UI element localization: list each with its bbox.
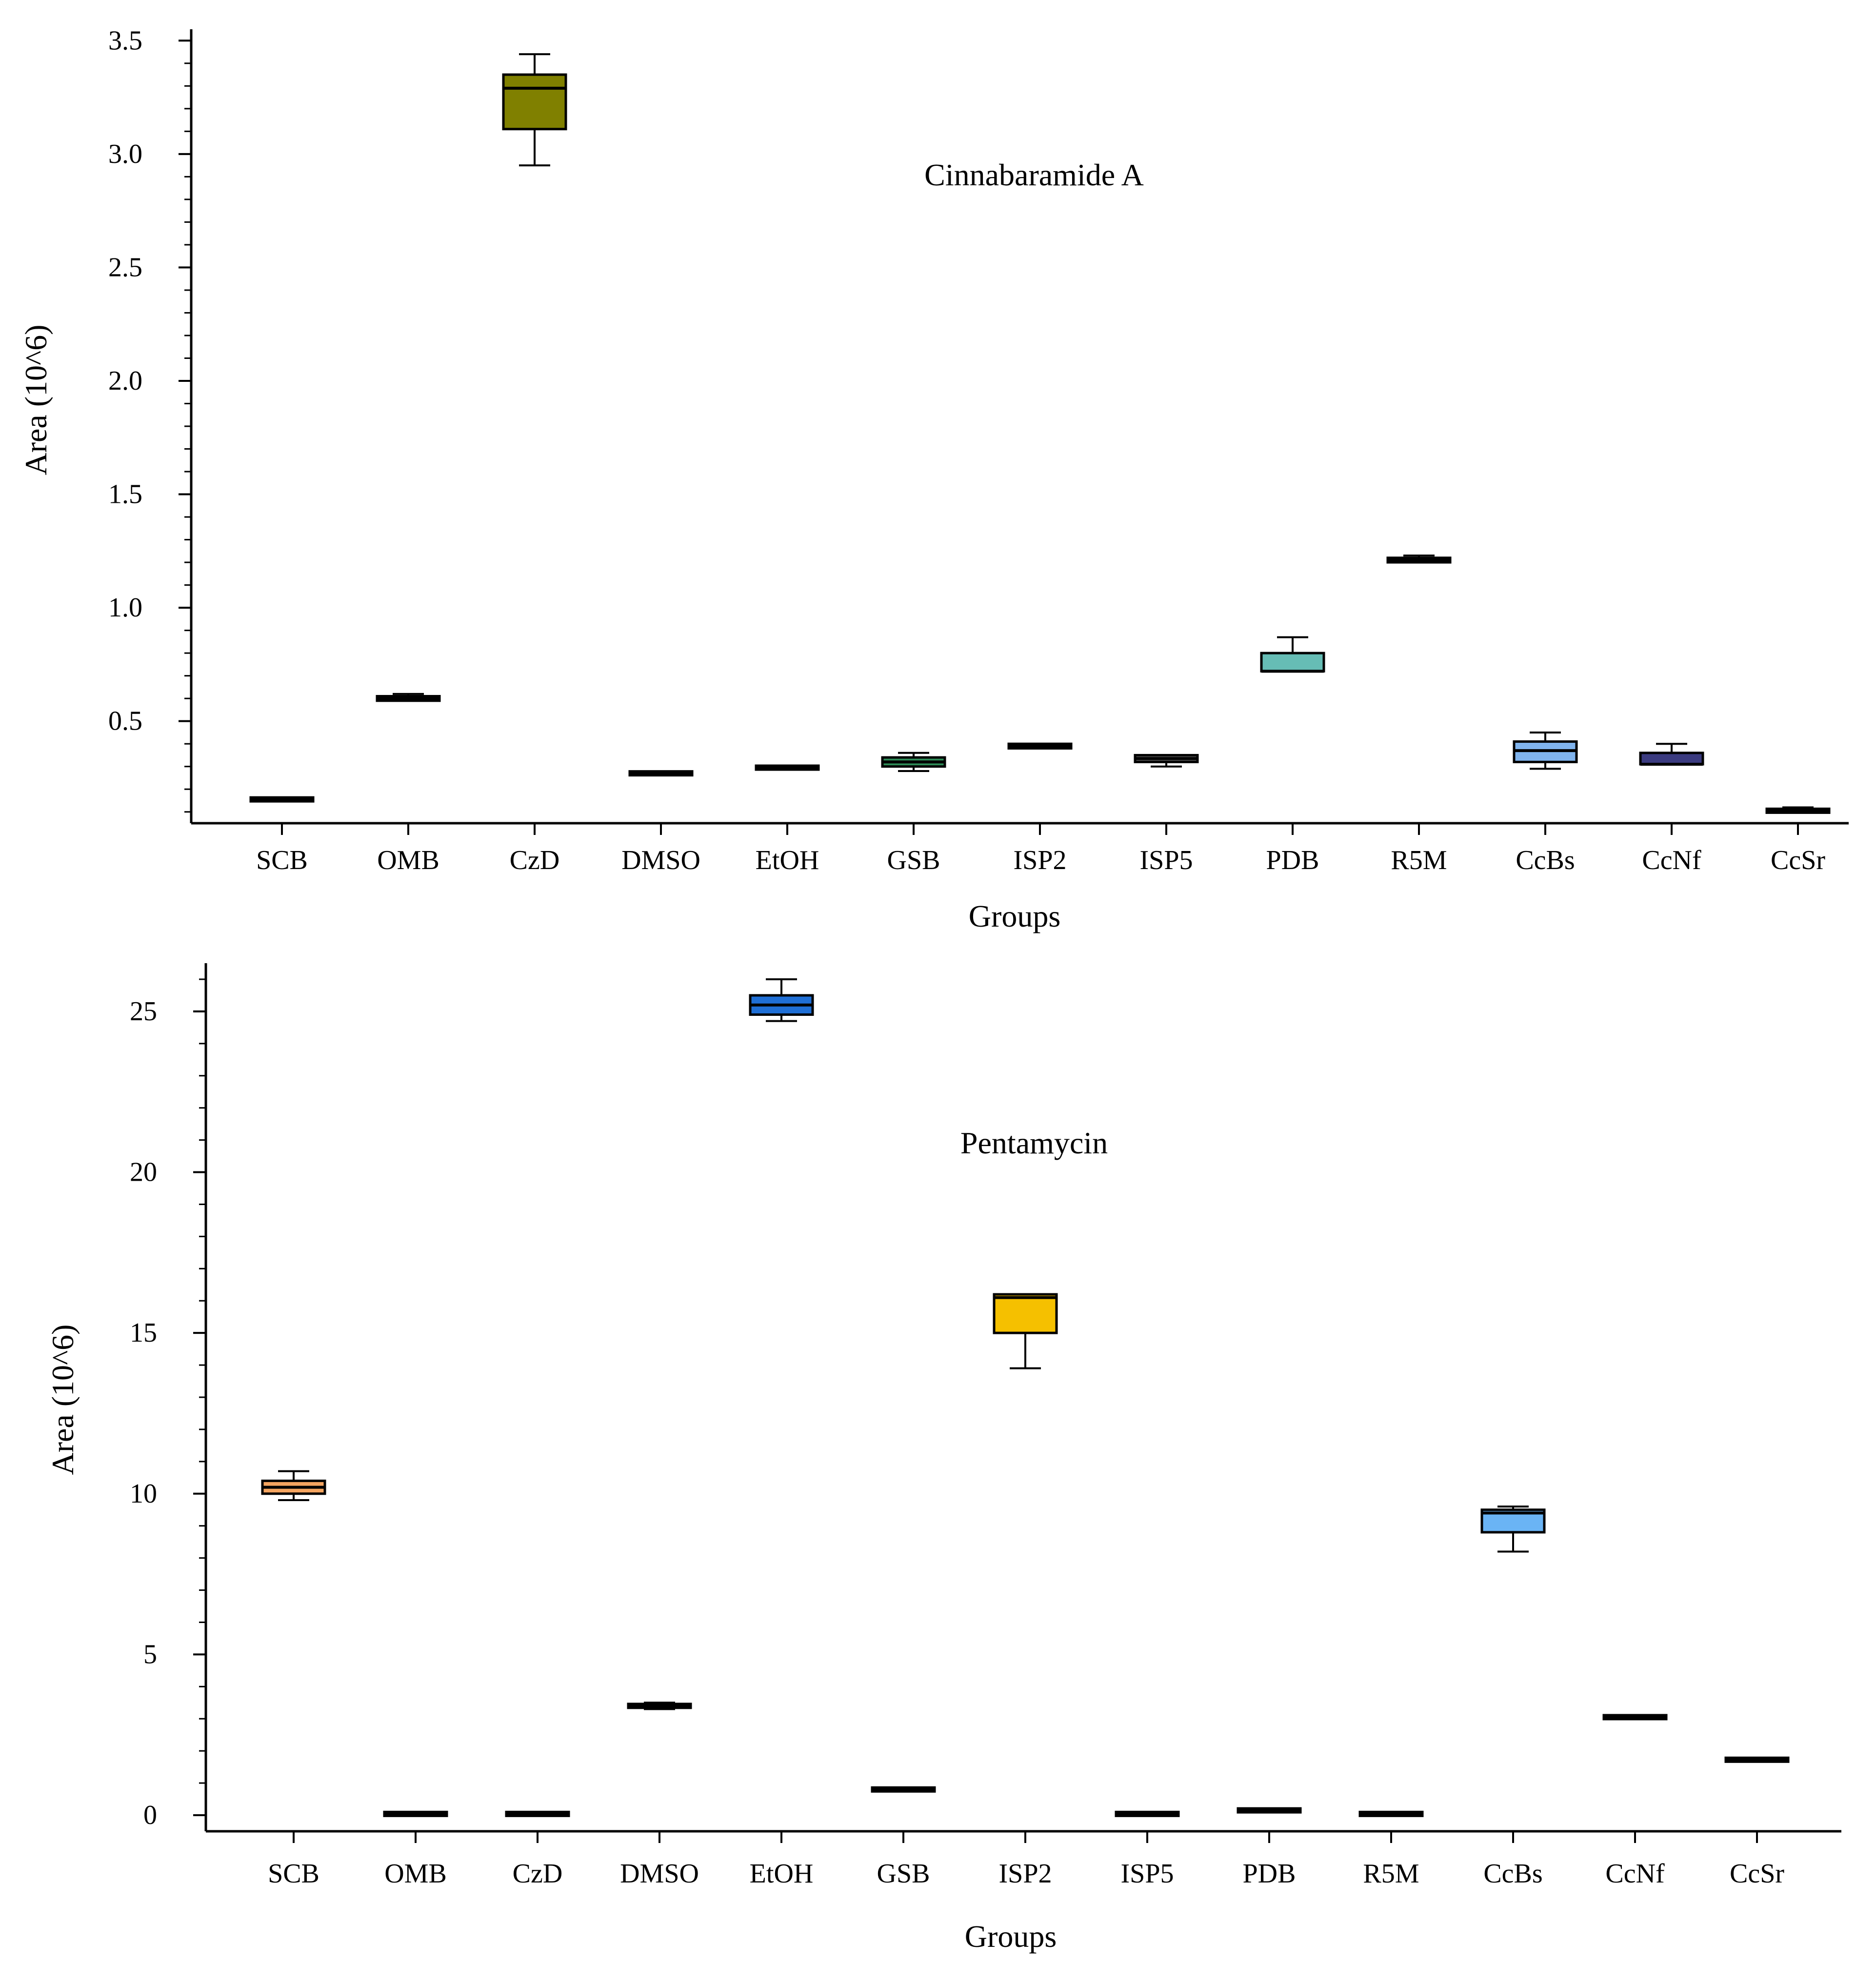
x-tick-label: GSB [877, 1859, 930, 1889]
y-tick-label: 15 [130, 1318, 157, 1348]
x-axis-title: Groups [969, 899, 1060, 933]
x-tick-label: OMB [384, 1859, 447, 1889]
box [1639, 752, 1704, 766]
y-axis-title: Area (10^6) [45, 1325, 80, 1475]
y-tick-label: 0.5 [108, 706, 142, 736]
box [1260, 652, 1325, 673]
box [502, 73, 567, 131]
x-tick-label: ISP5 [1140, 845, 1193, 875]
x-tick-label: CcNf [1642, 845, 1701, 875]
x-tick-label: CzD [510, 845, 560, 875]
y-tick-label: 2.0 [108, 366, 142, 396]
box [993, 1293, 1058, 1334]
x-tick-label: PDB [1266, 845, 1319, 875]
x-tick-label: ISP2 [999, 1859, 1052, 1889]
y-tick-label: 2.5 [108, 252, 142, 282]
x-tick-label: SCB [268, 1859, 319, 1889]
y-tick-label: 5 [143, 1639, 157, 1669]
x-tick-label: GSB [887, 845, 940, 875]
x-tick-label: CcSr [1730, 1859, 1784, 1889]
x-tick-label: DMSO [621, 845, 700, 875]
y-tick-label: 3.0 [108, 139, 142, 169]
x-tick-label: EtOH [756, 845, 819, 875]
pentamycin-chart: 0 5 10 15 20 25 SCB OMB CzD DMSO EtOH GSB ISP2 ISP5 PD… [45, 963, 1841, 1954]
x-tick-label: SCB [256, 845, 308, 875]
x-tick-label: EtOH [750, 1859, 814, 1889]
x-tick-label: DMSO [620, 1859, 699, 1889]
x-tick-label: ISP5 [1121, 1859, 1174, 1889]
x-tick-label: PDB [1243, 1859, 1296, 1889]
x-axis-title: Groups [965, 1919, 1057, 1954]
x-tick-label: OMB [377, 845, 439, 875]
y-axis-title: Area (10^6) [19, 325, 53, 475]
chart-title: Cinnabaramide A [924, 158, 1144, 192]
x-tick-label: CcBs [1483, 1859, 1542, 1889]
x-tick-label: R5M [1391, 845, 1447, 875]
chart-title: Pentamycin [960, 1126, 1108, 1160]
x-tick-label: R5M [1363, 1859, 1419, 1889]
cinnabaramide-chart: 0.5 1.0 1.5 2.0 2.5 3.0 3.5 SCB OMB CzD DMSO EtOH GS… [19, 25, 1849, 933]
x-tick-label: CcBs [1516, 845, 1575, 875]
x-tick-label: CcSr [1771, 845, 1825, 875]
y-tick-label: 25 [130, 996, 157, 1027]
y-tick-label: 10 [130, 1479, 157, 1509]
x-tick-label: CzD [513, 1859, 563, 1889]
y-tick-label: 0 [143, 1800, 157, 1830]
y-tick-label: 3.5 [108, 25, 142, 56]
x-tick-label: ISP2 [1014, 845, 1067, 875]
y-tick-label: 1.5 [108, 479, 142, 510]
y-tick-label: 20 [130, 1157, 157, 1188]
x-tick-label: CcNf [1605, 1859, 1665, 1889]
y-tick-label: 1.0 [108, 593, 142, 623]
